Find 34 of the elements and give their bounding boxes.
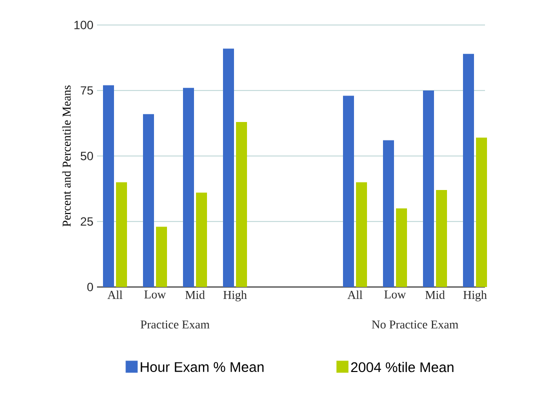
x-tick-label: High	[463, 290, 487, 302]
x-tick-label: Low	[384, 290, 406, 298]
bar	[342, 96, 354, 287]
bar	[422, 90, 434, 287]
bar	[436, 190, 447, 287]
x-tick-label: Low	[144, 290, 166, 298]
y-tick-label: 25	[80, 217, 93, 226]
bar	[382, 140, 394, 287]
text: No Practice Exam	[372, 320, 458, 329]
x-tick-label: High	[223, 290, 247, 302]
y-tick-label: 75	[80, 86, 93, 95]
bar	[462, 54, 474, 287]
y-axis-title: Percent and Percentile Means	[62, 86, 71, 227]
legend-label: 2004 %tile Mean	[351, 362, 454, 372]
bar	[356, 182, 367, 287]
x-tick-label: Mid	[185, 290, 205, 299]
y-tick-label: 100	[74, 20, 94, 30]
bar	[103, 85, 114, 287]
bar	[396, 208, 407, 287]
x-tick-label: Mid	[425, 290, 445, 299]
x-tick-label: All	[107, 290, 122, 299]
bar	[196, 192, 207, 287]
bar	[183, 88, 194, 287]
y-tick-label: 50	[80, 152, 94, 160]
bar	[223, 48, 234, 287]
x-tick-label: All	[347, 290, 362, 299]
bar	[156, 226, 167, 287]
bar	[476, 138, 487, 287]
bar	[116, 182, 127, 287]
bar	[236, 122, 247, 287]
legend-label: Hour Exam % Mean	[140, 362, 264, 372]
y-tick-label: 0	[87, 282, 94, 292]
bar	[143, 114, 154, 287]
text: Practice Exam	[140, 320, 210, 329]
